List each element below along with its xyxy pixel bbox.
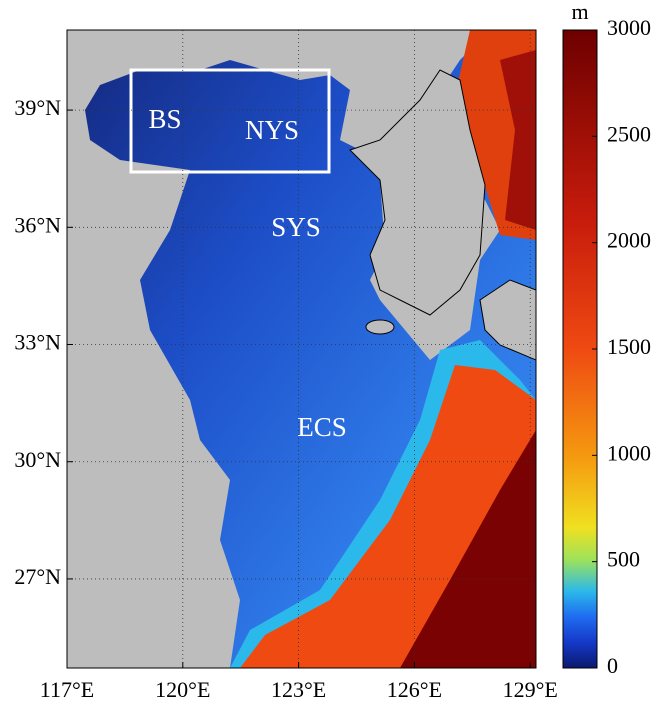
map-area (67, 30, 536, 668)
japan-sea-deep (500, 50, 536, 230)
colorbar-tick-label: 3000 (607, 15, 651, 40)
plot-frame (66, 29, 537, 669)
region-label: SYS (271, 212, 321, 242)
y-tick-label: 39°N (14, 95, 61, 120)
y-tick-label: 30°N (14, 447, 61, 472)
region-label: BS (148, 104, 181, 134)
x-tick-label: 126°E (387, 677, 442, 702)
kyushu (479, 279, 536, 361)
colorbar-tick-label: 2000 (607, 228, 651, 253)
y-tick-label: 36°N (14, 212, 61, 237)
region-label: NYS (245, 115, 299, 145)
y-tick-label: 33°N (14, 330, 61, 355)
colorbar-tick-label: 1500 (607, 334, 651, 359)
colorbar (562, 29, 598, 669)
colorbar-tick-label: 2500 (607, 121, 651, 146)
pacific-deep (400, 430, 536, 668)
colorbar-tick-label: 500 (607, 547, 640, 572)
colorbar-tick-label: 1000 (607, 440, 651, 465)
region-label: ECS (297, 412, 347, 442)
x-tick-label: 117°E (40, 677, 94, 702)
study-box (129, 68, 331, 174)
x-tick-label: 123°E (271, 677, 326, 702)
colorbar-tick-label: 0 (607, 653, 618, 678)
x-tick-label: 120°E (155, 677, 210, 702)
jeju-island (365, 319, 395, 335)
x-tick-label: 129°E (503, 677, 558, 702)
y-tick-label: 27°N (14, 564, 61, 589)
korea (349, 69, 486, 316)
colorbar-unit: m (571, 0, 588, 24)
